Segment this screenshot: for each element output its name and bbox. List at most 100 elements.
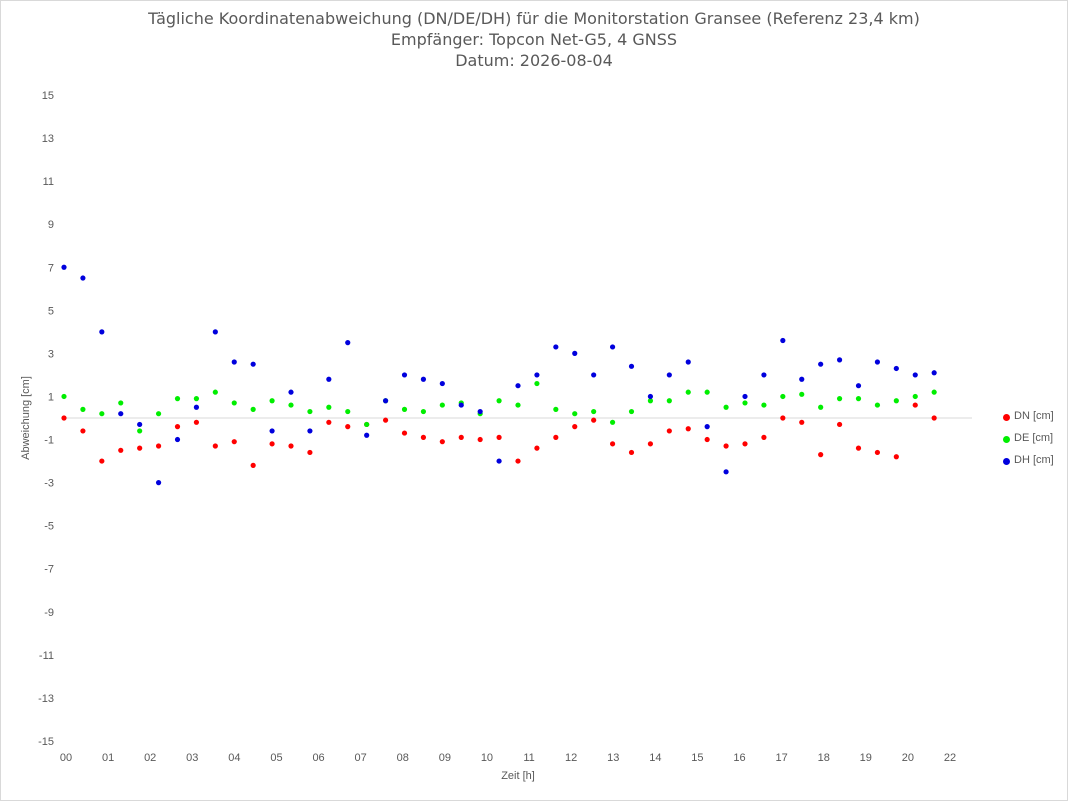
point-de: [496, 398, 502, 404]
point-dn: [307, 449, 313, 456]
y-tick-label: -7: [44, 564, 54, 576]
point-dh: [269, 428, 275, 434]
point-dh: [61, 264, 67, 270]
point-dn: [193, 419, 200, 425]
y-tick-label: -3: [44, 478, 54, 490]
point-dh: [345, 340, 351, 346]
point-dn: [704, 436, 710, 443]
point-dh: [609, 344, 616, 350]
point-dn: [685, 426, 691, 432]
legend-label-dn: DN [cm]: [1014, 410, 1054, 422]
point-dn: [458, 434, 464, 440]
legend-item-de: DE [cm]: [1003, 432, 1067, 454]
point-dh: [780, 337, 786, 344]
point-de: [818, 404, 824, 410]
point-dh: [685, 359, 691, 365]
point-de: [401, 406, 408, 412]
point-dh: [231, 359, 237, 365]
point-dn: [250, 462, 256, 468]
y-tick-label: 9: [48, 219, 54, 231]
point-de: [780, 393, 786, 400]
point-dh: [137, 421, 143, 428]
point-dh: [458, 402, 464, 408]
x-tick-label: 13: [607, 752, 619, 764]
point-de: [137, 428, 143, 434]
point-dh: [420, 376, 427, 382]
point-dn: [288, 443, 294, 449]
point-dh: [250, 361, 256, 367]
point-dh: [647, 393, 654, 400]
point-dn: [912, 402, 918, 408]
x-tick-label: 19: [860, 752, 872, 764]
legend-item-dh: DH [cm]: [1003, 454, 1067, 476]
chart-subtitle: Empfänger: Topcon Net-G5, 4 GNSS: [390, 30, 678, 49]
point-dh: [761, 372, 767, 378]
x-tick-label: 10: [481, 752, 493, 764]
point-dn: [61, 415, 67, 421]
point-dn: [666, 428, 672, 434]
legend-item-dn: DN [cm]: [1003, 410, 1067, 432]
point-de: [572, 411, 578, 417]
legend-label-de: DE [cm]: [1014, 432, 1054, 444]
x-tick-label: 03: [186, 752, 198, 764]
point-dn: [534, 445, 540, 451]
series-dn: [61, 402, 937, 468]
point-dn: [231, 439, 237, 445]
point-dn: [931, 415, 937, 421]
point-de: [855, 396, 862, 402]
point-de: [553, 406, 559, 412]
point-de: [269, 398, 275, 404]
y-axis-label: Abweichung [cm]: [20, 376, 32, 460]
point-dh: [534, 372, 540, 378]
point-dh: [723, 469, 729, 475]
chart-date: Datum: 2026-08-04: [455, 51, 613, 70]
point-de: [591, 408, 597, 415]
x-tick-label: 09: [439, 752, 451, 764]
point-de: [723, 404, 729, 410]
point-dn: [628, 449, 635, 456]
point-dh: [742, 393, 748, 400]
point-de: [155, 411, 162, 417]
series-dh: [61, 264, 937, 486]
point-dh: [439, 380, 445, 387]
point-dn: [401, 430, 408, 436]
point-dh: [515, 383, 521, 389]
x-tick-label: 16: [733, 752, 745, 764]
point-dn: [723, 443, 729, 449]
point-de: [931, 389, 937, 395]
point-de: [515, 402, 521, 408]
x-axis-label: Zeit [h]: [501, 770, 535, 782]
point-dn: [609, 441, 616, 447]
point-de: [799, 391, 805, 397]
point-dh: [855, 383, 862, 389]
point-de: [250, 406, 256, 412]
point-dn: [893, 454, 899, 460]
legend-label-dh: DH [cm]: [1014, 454, 1054, 466]
point-dn: [439, 439, 445, 445]
point-dn: [818, 452, 824, 458]
point-dh: [174, 436, 181, 443]
point-de: [874, 402, 881, 408]
point-dn: [477, 436, 483, 443]
point-dn: [420, 434, 427, 440]
point-dn: [345, 424, 351, 430]
point-dh: [382, 398, 389, 404]
point-dn: [647, 441, 654, 447]
y-tick-label: -1: [44, 435, 54, 447]
y-tick-label: -15: [38, 736, 54, 748]
y-tick-label: 7: [48, 262, 54, 274]
point-dh: [364, 432, 370, 438]
point-de: [742, 400, 748, 406]
point-dn: [212, 443, 218, 449]
point-de: [118, 400, 124, 406]
point-dh: [326, 376, 332, 382]
point-dh: [288, 389, 294, 395]
point-dh: [496, 458, 502, 464]
point-dn: [572, 424, 578, 430]
point-dn: [137, 445, 143, 451]
point-dn: [874, 449, 881, 456]
point-dn: [155, 443, 162, 449]
point-de: [174, 396, 181, 402]
point-dn: [99, 458, 105, 464]
